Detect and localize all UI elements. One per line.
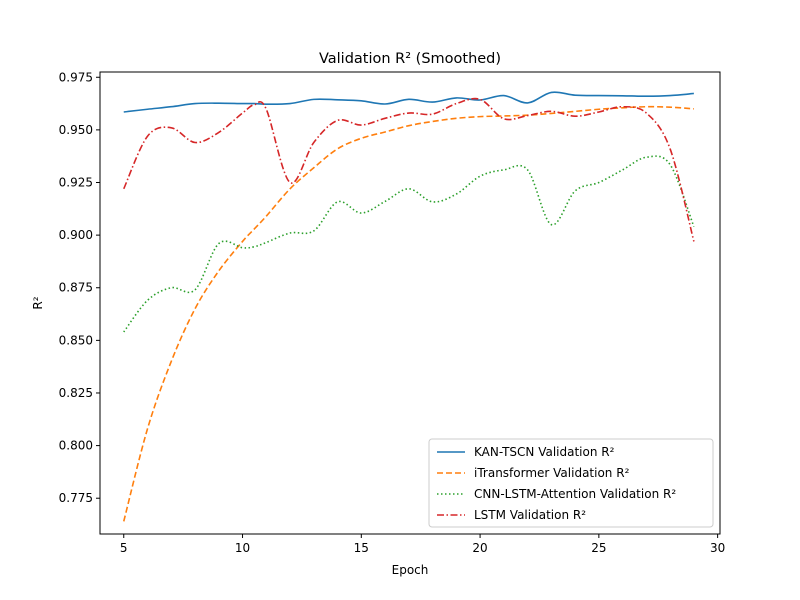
series-line	[123, 155, 695, 333]
series-line	[123, 97, 695, 242]
x-tick-label: 25	[591, 541, 606, 555]
y-axis-ticks: 0.775 0.800 0.825 0.850 0.875 0.900 0.925 0.950…	[59, 70, 100, 505]
legend-label: KAN-TSCN Validation R²	[474, 445, 615, 459]
y-tick-label: 0.950	[59, 123, 93, 137]
y-tick-label: 0.975	[59, 70, 93, 84]
x-tick-label: 20	[472, 541, 487, 555]
y-tick-label: 0.800	[59, 439, 93, 453]
series-line	[122, 105, 694, 522]
plot-frame	[99, 71, 721, 535]
x-tick-label: 10	[235, 541, 250, 555]
y-tick-label: 0.900	[59, 228, 93, 242]
legend-label: CNN-LSTM-Attention Validation R²	[474, 487, 676, 501]
legend-label: LSTM Validation R²	[474, 508, 586, 522]
legend: KAN-TSCN Validation R² iTransformer Valid…	[428, 438, 714, 528]
y-axis-label: R²	[31, 296, 45, 309]
series-line	[123, 91, 694, 113]
chart-title: Validation R² (Smoothed)	[319, 51, 501, 67]
y-tick-label: 0.850	[59, 333, 93, 347]
x-tick-label: 30	[710, 541, 725, 555]
x-axis-ticks: 5 10 15 20 25 30	[120, 534, 725, 555]
y-tick-label: 0.875	[59, 281, 93, 295]
y-tick-label: 0.925	[59, 176, 93, 190]
x-axis-label: Epoch	[392, 563, 429, 577]
legend-label: iTransformer Validation R²	[474, 466, 630, 480]
y-tick-label: 0.775	[59, 491, 93, 505]
series-lines	[122, 91, 695, 522]
x-tick-label: 15	[354, 541, 369, 555]
legend-box	[428, 438, 714, 528]
x-tick-label: 5	[120, 541, 128, 555]
y-tick-label: 0.825	[59, 386, 93, 400]
